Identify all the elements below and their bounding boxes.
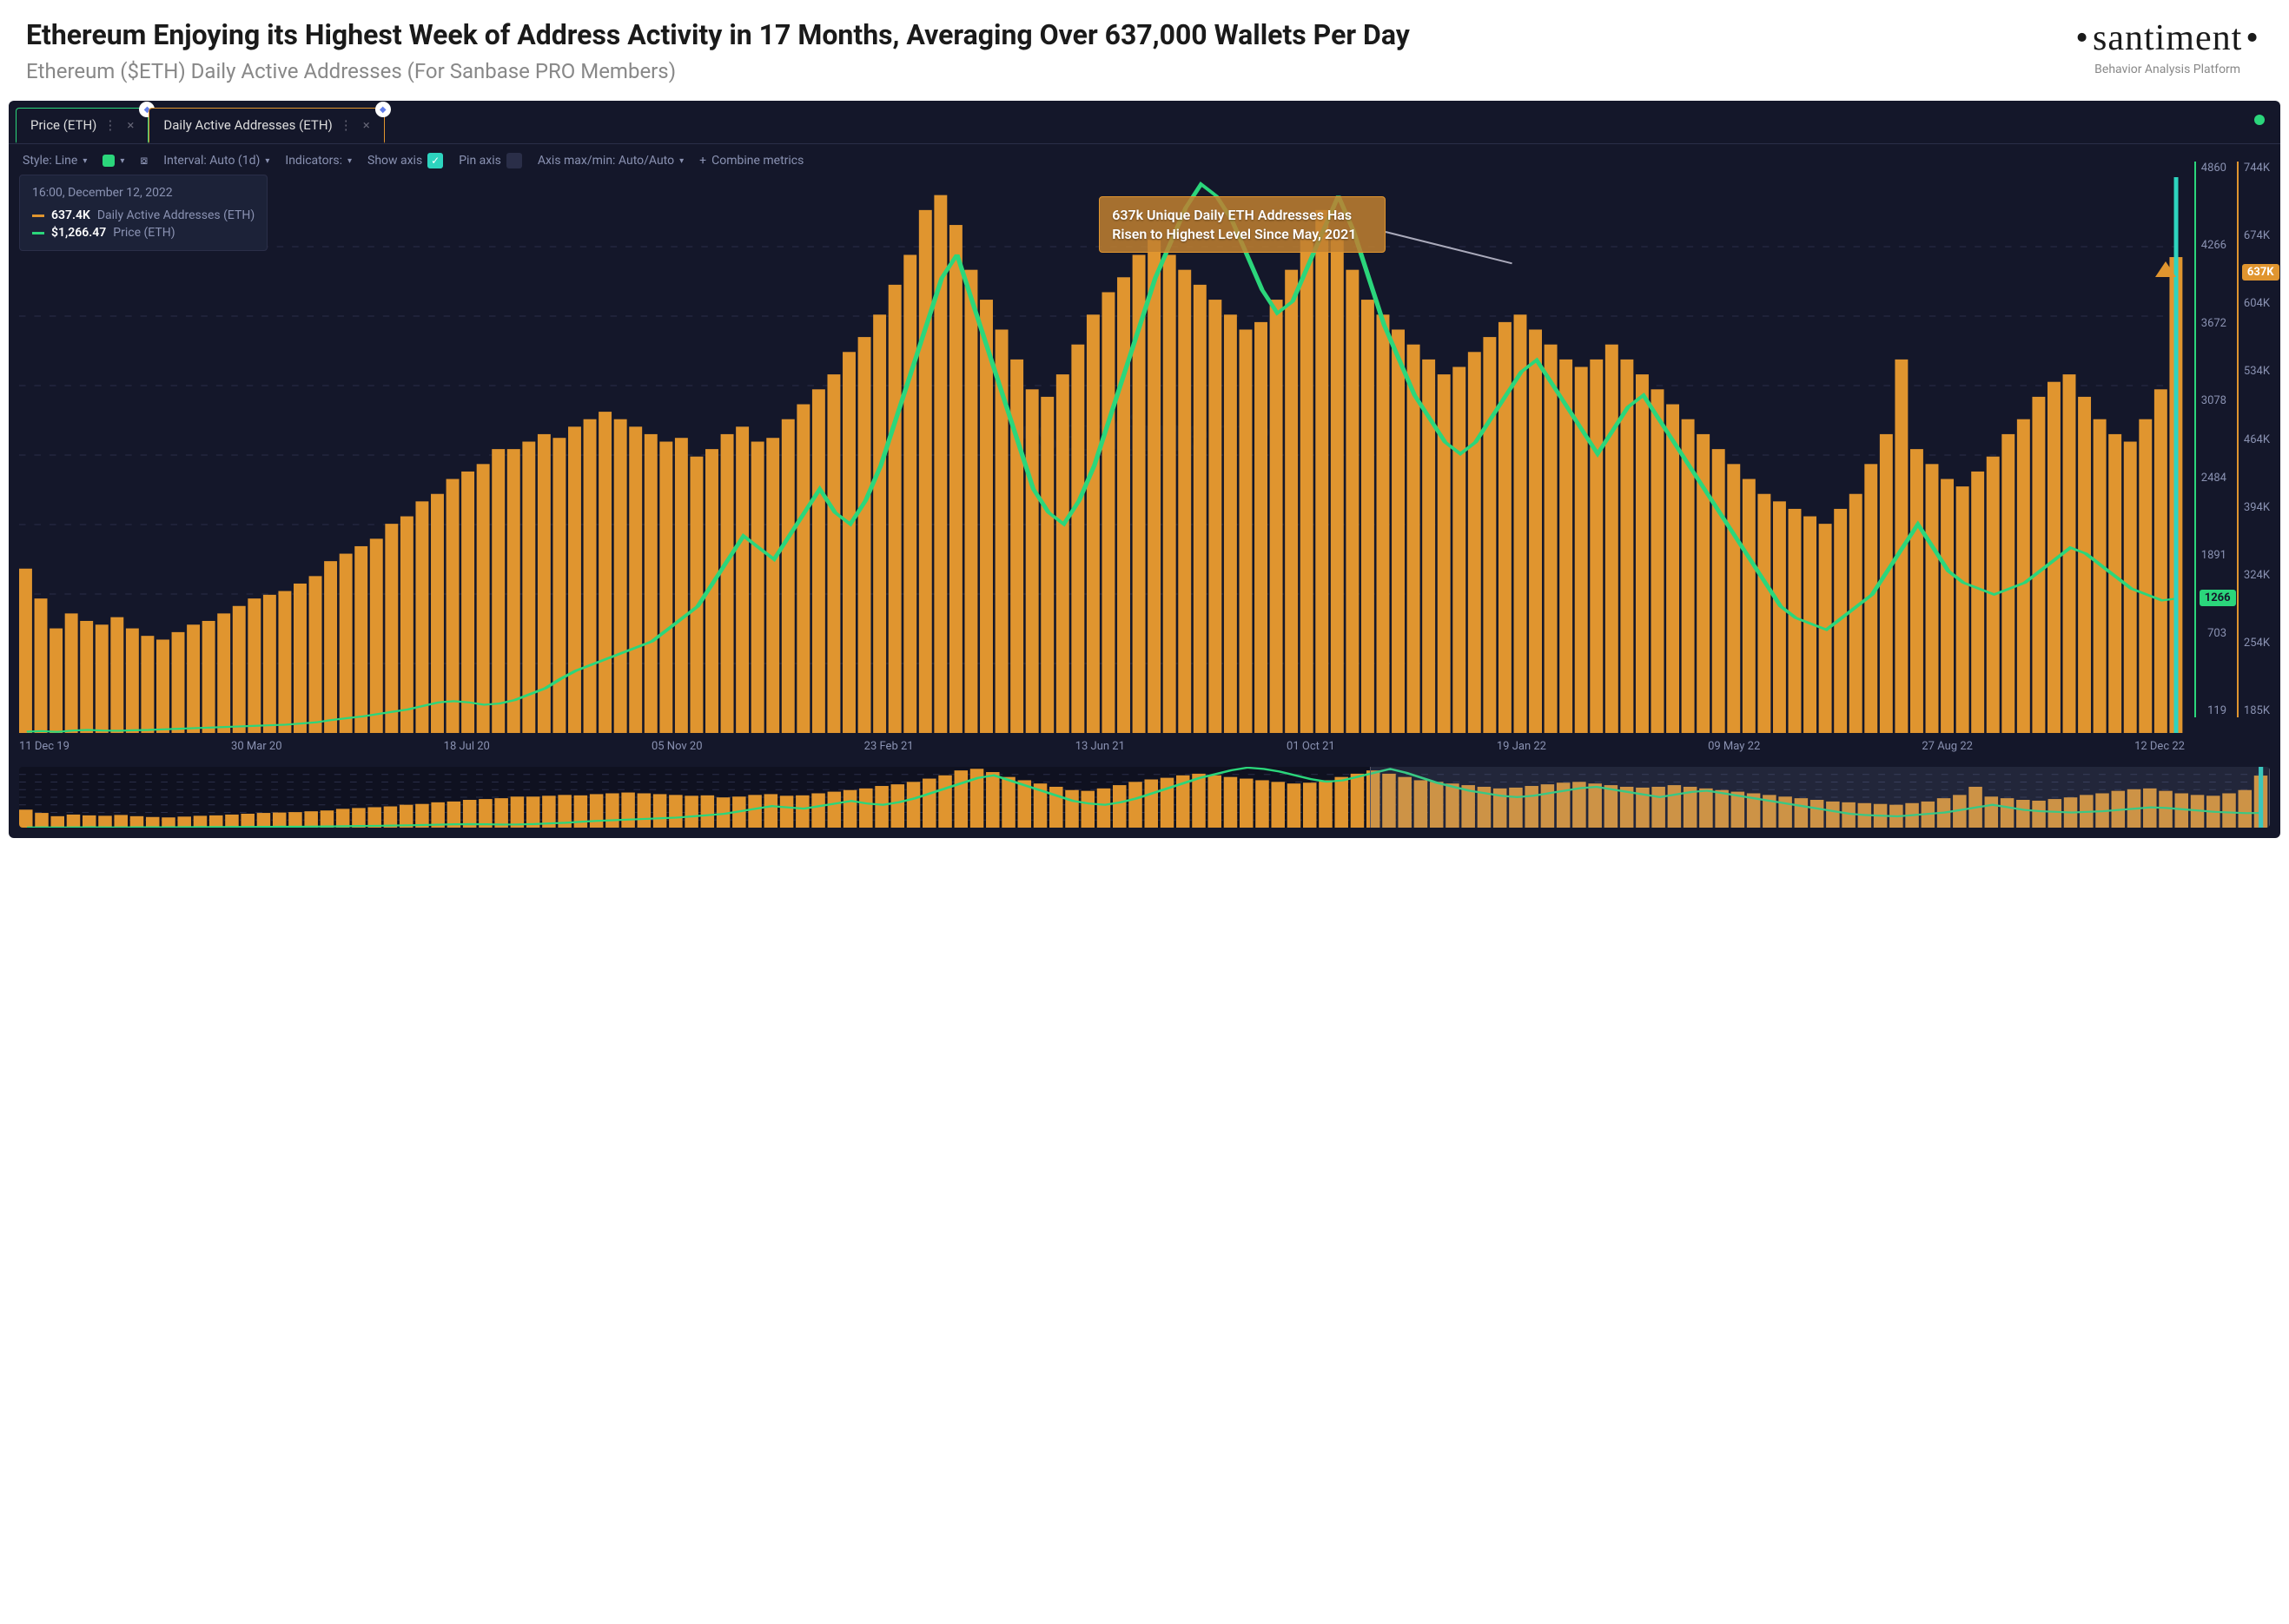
tab-price-label: Price (ETH) [30,117,96,133]
chart-plot[interactable] [19,177,2185,733]
brush-minimap[interactable] [19,767,2270,828]
tooltip-price-label: Price (ETH) [113,226,175,240]
y-axis-daa: 744K674K604K534K464K394K324K254K185K637K [2237,162,2270,717]
color-picker[interactable]: ▾ [103,155,124,167]
close-icon[interactable]: × [363,117,370,133]
brush-selection[interactable] [1370,767,2270,828]
metric-tabs: Price (ETH) ⋮ × ◆ Daily Active Addresses… [9,101,2280,143]
tab-price[interactable]: Price (ETH) ⋮ × ◆ [16,108,149,143]
y-axis-price: 4860426636723078248418917031191266 [2194,162,2226,717]
chart-svg [19,177,2185,733]
tooltip-daa-value: 637.4K [51,208,90,222]
chart-toolbar: Style: Line▾ ▾ ⧇ Interval: Auto (1d)▾ In… [9,143,2280,177]
tab-daa[interactable]: Daily Active Addresses (ETH) ⋮ × ◆ [149,108,384,143]
tooltip-price-value: $1,266.47 [51,226,106,240]
style-select[interactable]: Style: Line▾ [23,154,87,168]
hover-tooltip: 16:00, December 12, 2022 637.4K Daily Ac… [19,175,268,251]
interval-select[interactable]: Interval: Auto (1d)▾ [163,154,269,168]
axis-minmax-select[interactable]: Axis max/min: Auto/Auto▾ [538,154,684,168]
chart-container: Price (ETH) ⋮ × ◆ Daily Active Addresses… [9,101,2280,838]
tagline: Behavior Analysis Platform [2072,63,2263,76]
combine-metrics-button[interactable]: + Combine metrics [699,154,804,168]
show-axis-toggle[interactable]: Show axis✓ [367,153,443,168]
close-icon[interactable]: × [127,117,134,133]
eth-icon: ◆ [375,102,391,117]
header: Ethereum Enjoying its Highest Week of Ad… [0,0,2289,101]
tab-daa-label: Daily Active Addresses (ETH) [163,117,332,133]
page-subtitle: Ethereum ($ETH) Daily Active Addresses (… [26,59,2037,83]
series-swatch [32,232,44,234]
series-swatch [32,215,44,217]
status-indicator [2254,115,2265,125]
tooltip-daa-label: Daily Active Addresses (ETH) [97,208,255,222]
logo: santiment [2072,17,2263,59]
annotation-arrow-icon [2155,261,2176,277]
interval-icon[interactable]: ⧇ [140,154,148,168]
chart-annotation: 637k Unique Daily ETH Addresses Has Rise… [1099,196,1386,253]
tooltip-date: 16:00, December 12, 2022 [32,186,255,200]
pin-axis-toggle[interactable]: Pin axis [459,153,522,168]
x-axis: 11 Dec 1930 Mar 2018 Jul 2005 Nov 2023 F… [9,733,2280,760]
page-title: Ethereum Enjoying its Highest Week of Ad… [26,17,2037,52]
tab-menu-icon[interactable]: ⋮ [103,117,116,133]
tab-menu-icon[interactable]: ⋮ [340,117,353,133]
indicators-select[interactable]: Indicators:▾ [285,154,352,168]
